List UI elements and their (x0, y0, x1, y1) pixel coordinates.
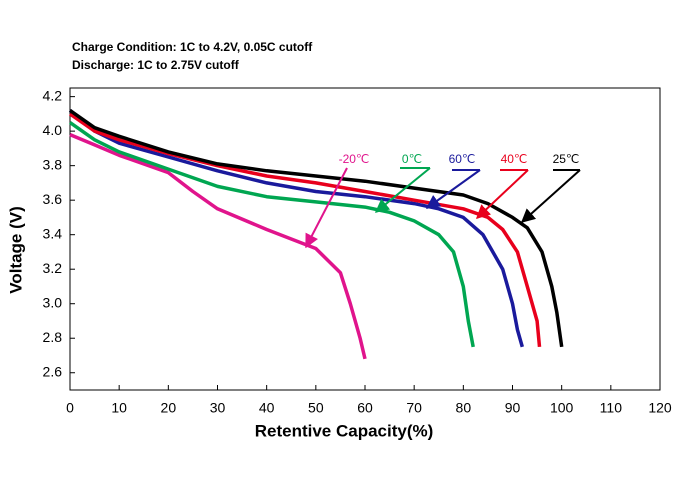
legend-label: 25℃ (553, 152, 580, 166)
x-tick-label: 90 (505, 400, 521, 416)
y-tick-label: 3.6 (43, 191, 63, 207)
arrow (305, 167, 348, 249)
x-tick-label: 30 (210, 400, 226, 416)
x-tick-label: 80 (456, 400, 472, 416)
plot-frame (69, 87, 661, 391)
subtitle: Charge Condition: 1C to 4.2V, 0.05C cuto… (72, 40, 313, 54)
legend-label: 60℃ (449, 152, 476, 166)
y-tick-label: 4.2 (43, 87, 63, 103)
arrow (425, 169, 481, 209)
series-line (68, 121, 475, 348)
y-tick-label: 3.4 (43, 225, 63, 241)
series-line (68, 108, 564, 348)
series-line (68, 112, 542, 348)
arrow (475, 169, 529, 219)
x-tick-label: 70 (406, 400, 422, 416)
y-tick-label: 3.2 (43, 260, 63, 276)
x-axis-label: Retentive Capacity(%) (255, 421, 434, 440)
y-tick-label: 4.0 (43, 122, 63, 138)
arrow (374, 167, 431, 213)
x-tick-label: 40 (259, 400, 275, 416)
legend-label: -20℃ (339, 152, 370, 166)
legend-label: 40℃ (501, 152, 528, 166)
y-tick-label: 3.0 (43, 294, 63, 310)
x-tick-label: 100 (550, 400, 574, 416)
subtitle: Discharge: 1C to 2.75V cutoff (72, 58, 240, 72)
legend-label: 0℃ (402, 152, 422, 166)
arrow (520, 169, 581, 223)
x-tick-label: 10 (111, 400, 127, 416)
x-tick-label: 110 (600, 400, 623, 416)
y-axis-label: Voltage (V) (6, 206, 25, 294)
x-tick-label: 120 (648, 400, 672, 416)
y-tick-label: 3.8 (43, 156, 63, 172)
x-tick-label: 0 (66, 400, 74, 416)
x-tick-label: 20 (161, 400, 177, 416)
y-tick-label: 2.6 (43, 363, 63, 379)
series-line (69, 132, 367, 360)
y-tick-label: 2.8 (43, 329, 63, 345)
x-tick-label: 50 (308, 400, 324, 416)
x-tick-label: 60 (357, 400, 373, 416)
